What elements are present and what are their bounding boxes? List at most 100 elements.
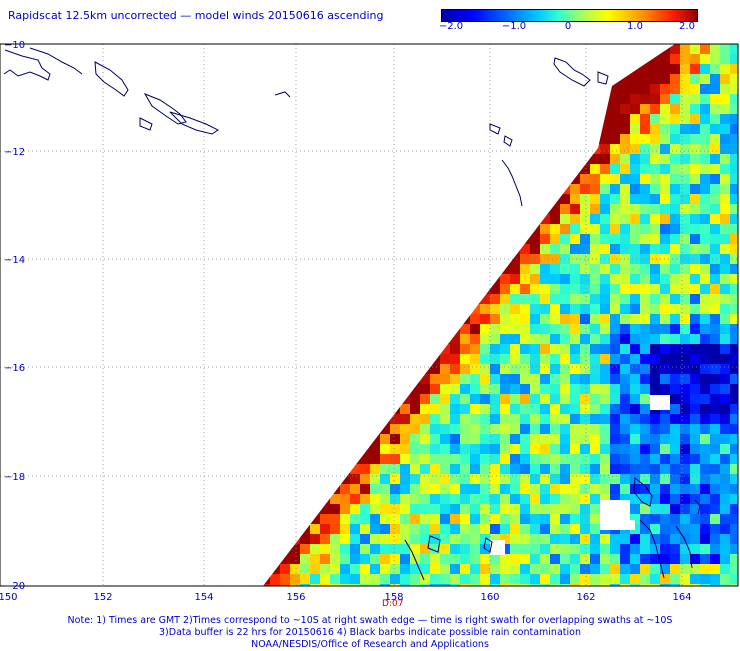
swath-cell [430, 324, 440, 334]
swath-cell [450, 74, 460, 84]
swath-cell [480, 234, 490, 244]
swath-cell [263, 384, 270, 394]
swath-cell [730, 104, 738, 114]
swath-cell [540, 454, 550, 464]
swath-cell [560, 334, 570, 344]
swath-cell [460, 74, 470, 84]
swath-cell [330, 384, 340, 394]
swath-cell [640, 274, 650, 284]
swath-cell [530, 164, 540, 174]
swath-cell [730, 204, 738, 214]
swath-cell [580, 314, 590, 324]
swath-cell [650, 534, 660, 544]
swath-cell [670, 224, 680, 234]
swath-cell [660, 424, 670, 434]
swath-cell [320, 514, 330, 524]
swath-cell [520, 584, 530, 586]
swath-cell [520, 134, 530, 144]
swath-cell [460, 224, 470, 234]
swath-cell [420, 314, 430, 324]
swath-cell [470, 354, 480, 364]
swath-cell [320, 434, 330, 444]
swath-cell [520, 454, 530, 464]
swath-cell [300, 374, 310, 384]
swath-cell [590, 554, 600, 564]
swath-cell [520, 554, 530, 564]
swath-cell [330, 494, 340, 504]
swath-cell [420, 144, 430, 154]
swath-cell [730, 344, 738, 354]
swath-cell [730, 354, 738, 364]
swath-cell [290, 404, 300, 414]
swath-cell [270, 214, 280, 224]
swath-cell [420, 524, 430, 534]
swath-cell [630, 334, 640, 344]
swath-cell [520, 314, 530, 324]
swath-cell [263, 354, 270, 364]
swath-cell [320, 524, 330, 534]
swath-cell [410, 544, 420, 554]
swath-cell [470, 524, 480, 534]
swath-cell [360, 104, 370, 114]
swath-cell [490, 64, 500, 74]
swath-cell [720, 504, 730, 514]
swath-cell [480, 194, 490, 204]
swath-cell [610, 44, 620, 54]
swath-cell [310, 164, 320, 174]
swath-cell [650, 64, 660, 74]
swath-cell [650, 584, 660, 586]
swath-cell [560, 44, 570, 54]
swath-cell [650, 234, 660, 244]
swath-cell [340, 444, 350, 454]
swath-cell [440, 534, 450, 544]
color-scale-tick: 0 [564, 21, 572, 32]
swath-cell [570, 424, 580, 434]
swath-cell [410, 364, 420, 374]
swath-cell [560, 474, 570, 484]
swath-cell [360, 94, 370, 104]
swath-cell [540, 224, 550, 234]
swath-cell [380, 414, 390, 424]
swath-cell [550, 304, 560, 314]
swath-cell [430, 114, 440, 124]
swath-cell [340, 84, 350, 94]
swath-cell [640, 64, 650, 74]
swath-cell [610, 244, 620, 254]
swath-cell [540, 344, 550, 354]
swath-cell [650, 264, 660, 274]
swath-cell [430, 504, 440, 514]
swath-cell [360, 124, 370, 134]
swath-cell [340, 384, 350, 394]
swath-cell [320, 564, 330, 574]
swath-cell [580, 374, 590, 384]
swath-cell [550, 184, 560, 194]
swath-cell [450, 514, 460, 524]
swath-cell [490, 404, 500, 414]
swath-cell [380, 144, 390, 154]
swath-cell [370, 74, 380, 84]
swath-cell [310, 94, 320, 104]
swath-cell [480, 104, 490, 114]
swath-cell [620, 124, 630, 134]
swath-cell [600, 144, 610, 154]
swath-cell [310, 254, 320, 264]
swath-cell [610, 454, 620, 464]
swath-cell [650, 134, 660, 144]
swath-cell [470, 244, 480, 254]
swath-cell [400, 294, 410, 304]
swath-cell [540, 564, 550, 574]
swath-cell [660, 144, 670, 154]
swath-cell [280, 204, 290, 214]
swath-cell [270, 204, 280, 214]
swath-cell [440, 544, 450, 554]
swath-cell [560, 174, 570, 184]
swath-cell [680, 434, 690, 444]
swath-cell [500, 324, 510, 334]
swath-cell [700, 114, 710, 124]
swath-cell [630, 214, 640, 224]
swath-cell [560, 154, 570, 164]
swath-cell [460, 544, 470, 554]
swath-cell [390, 194, 400, 204]
swath-cell [710, 414, 720, 424]
swath-cell [710, 144, 720, 154]
